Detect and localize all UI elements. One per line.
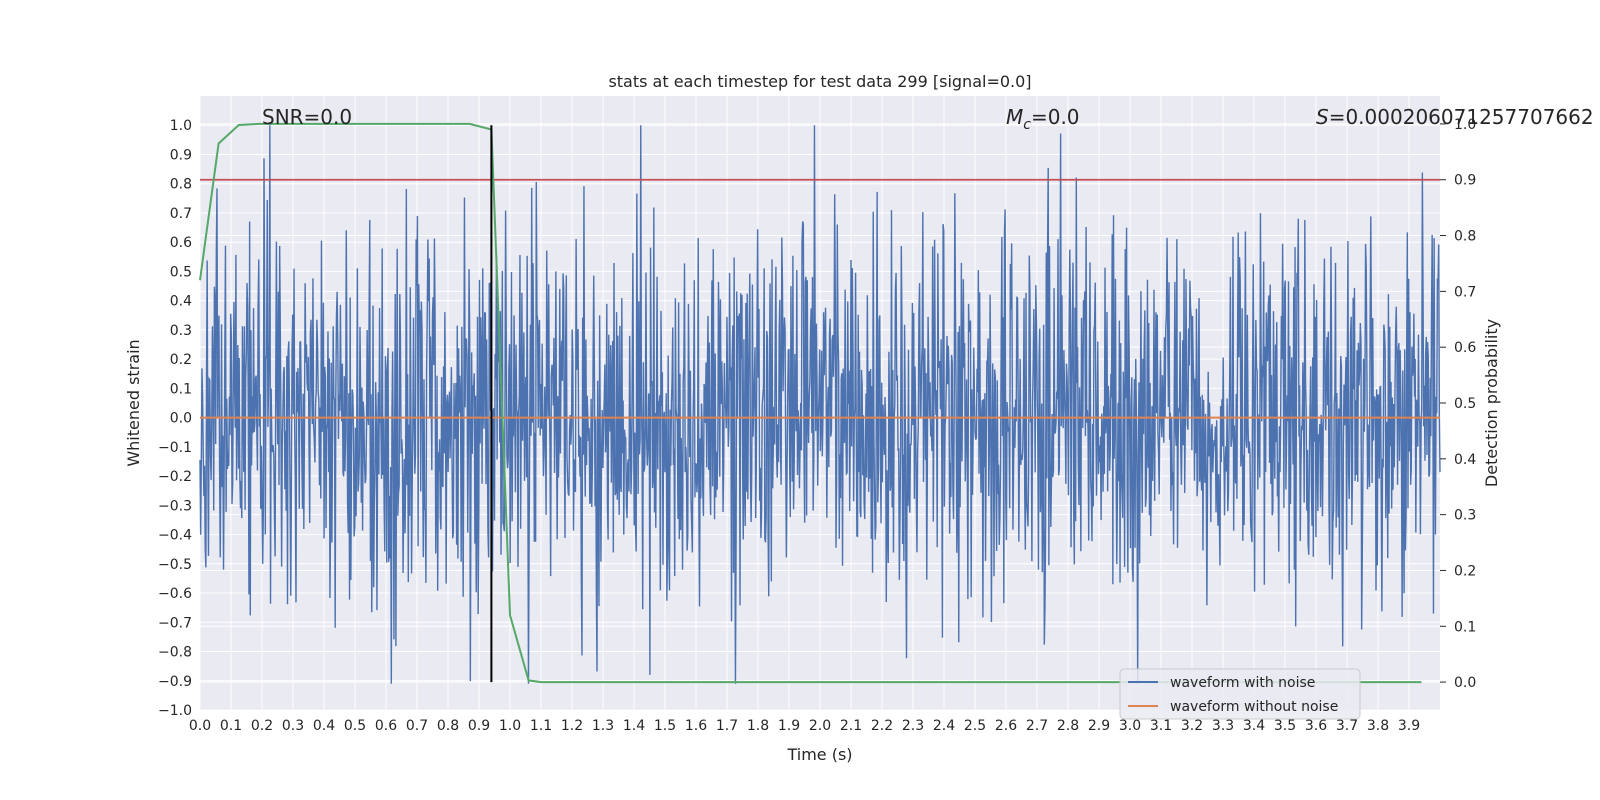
legend-label-noise: waveform with noise — [1170, 675, 1315, 691]
x-tick-label: 2.1 — [840, 718, 862, 734]
y-tick-label: 0.8 — [170, 177, 192, 193]
y2-tick-label: 0.2 — [1454, 563, 1476, 579]
x-tick-label: 0.7 — [406, 718, 428, 734]
mc-value: =0.0 — [1031, 105, 1080, 129]
x-tick-label: 0.3 — [282, 718, 304, 734]
legend-box — [1119, 668, 1361, 720]
y-tick-label: −0.7 — [158, 615, 192, 631]
y-tick-label: 0.5 — [170, 264, 192, 280]
x-axis-label: Time (s) — [786, 745, 852, 764]
x-tick-label: 0.8 — [437, 718, 459, 734]
y2-tick-label: 0.3 — [1454, 508, 1476, 524]
y2-axis-ticks: 0.0 0.1 0.2 0.3 0.4 0.5 0.6 0.7 0.8 0.9 1.0 — [1440, 117, 1476, 691]
x-tick-label: 1.5 — [654, 718, 676, 734]
mc-symbol: M — [1006, 105, 1023, 129]
x-tick-label: 1.3 — [592, 718, 614, 734]
x-tick-label: 2.6 — [995, 718, 1017, 734]
mc-annotation: Mc=0.0 — [1006, 105, 1080, 133]
x-tick-label: 0.2 — [251, 718, 273, 734]
x-tick-label: 0.1 — [220, 718, 242, 734]
y-tick-label: −0.6 — [158, 586, 192, 602]
x-tick-label: 2.0 — [809, 718, 831, 734]
y-tick-label: −0.5 — [158, 557, 192, 573]
s-value: =0.00020607125770766​2 — [1329, 105, 1594, 129]
legend: waveform with noise waveform without noi… — [1119, 668, 1361, 720]
x-tick-label: 2.7 — [1026, 718, 1048, 734]
x-tick-label: 1.7 — [716, 718, 738, 734]
noise-waveform-line — [199, 125, 1441, 684]
y2-tick-label: 0.5 — [1454, 396, 1476, 412]
y-tick-label: 0.6 — [170, 235, 192, 251]
x-tick-label: 1.9 — [778, 718, 800, 734]
y2-tick-label: 0.0 — [1454, 675, 1476, 691]
mc-subscript: c — [1023, 117, 1031, 133]
snr-annotation: SNR=0.0 — [262, 105, 352, 129]
y-axis-label: Whitened strain — [124, 339, 143, 466]
x-axis-ticks: 0.0 0.1 0.2 0.3 0.4 0.5 0.6 0.7 0.8 0.9 1.0 1.1 1.2 1… — [189, 718, 1420, 734]
x-tick-label: 3.9 — [1398, 718, 1420, 734]
y-tick-label: −0.9 — [158, 674, 192, 690]
x-tick-label: 3.2 — [1181, 718, 1203, 734]
y2-axis-label: Detection probability — [1482, 319, 1501, 487]
y-tick-label: −0.1 — [158, 440, 192, 456]
y-tick-label: −0.8 — [158, 645, 192, 661]
x-tick-label: 3.3 — [1212, 718, 1234, 734]
x-tick-label: 0.0 — [189, 718, 211, 734]
s-symbol: S — [1316, 105, 1329, 129]
detection-probability-line — [199, 122, 1422, 684]
y-tick-label: −0.3 — [158, 498, 192, 514]
x-tick-label: 3.1 — [1150, 718, 1172, 734]
x-tick-label: 0.5 — [344, 718, 366, 734]
x-tick-label: 2.2 — [871, 718, 893, 734]
y-tick-label: 0.9 — [170, 147, 192, 163]
y-tick-label: 0.3 — [170, 323, 192, 339]
x-tick-label: 2.4 — [933, 718, 955, 734]
y-tick-label: 0.7 — [170, 206, 192, 222]
x-tick-label: 1.8 — [747, 718, 769, 734]
y-tick-label: 0.1 — [170, 381, 192, 397]
x-tick-label: 3.5 — [1274, 718, 1296, 734]
y-tick-label: −1.0 — [158, 703, 192, 719]
y2-tick-label: 0.1 — [1454, 619, 1476, 635]
x-tick-label: 3.0 — [1119, 718, 1141, 734]
y2-tick-label: 0.6 — [1454, 340, 1476, 356]
x-tick-label: 2.5 — [964, 718, 986, 734]
y-tick-label: 0.2 — [170, 352, 192, 368]
series-lines — [199, 122, 1440, 684]
legend-label-clean: waveform without noise — [1170, 699, 1338, 715]
y2-tick-label: 0.7 — [1454, 284, 1476, 300]
x-tick-label: 2.9 — [1088, 718, 1110, 734]
x-tick-label: 3.8 — [1367, 718, 1389, 734]
x-tick-label: 3.4 — [1243, 718, 1265, 734]
y2-tick-label: 0.4 — [1454, 452, 1476, 468]
y2-tick-label: 1.0 — [1454, 117, 1476, 133]
chart-title: stats at each timestep for test data 299… — [608, 72, 1031, 91]
x-tick-label: 1.0 — [499, 718, 521, 734]
y-tick-label: −0.2 — [158, 469, 192, 485]
y2-tick-label: 0.9 — [1454, 173, 1476, 189]
x-tick-label: 0.4 — [313, 718, 335, 734]
x-tick-label: 3.7 — [1336, 718, 1358, 734]
y-tick-label: 1.0 — [170, 118, 192, 134]
x-tick-label: 1.6 — [685, 718, 707, 734]
y-tick-label: −0.4 — [158, 528, 192, 544]
y-tick-label: 0.4 — [170, 294, 192, 310]
x-tick-label: 1.1 — [530, 718, 552, 734]
x-tick-label: 2.3 — [902, 718, 924, 734]
y-axis-ticks: −1.0 −0.9 −0.8 −0.7 −0.6 −0.5 −0.4 −0.3 −0.2 −0.1… — [158, 118, 192, 719]
x-tick-label: 2.8 — [1057, 718, 1079, 734]
y2-tick-label: 0.8 — [1454, 229, 1476, 245]
y-tick-label: 0.0 — [170, 411, 192, 427]
x-tick-label: 0.9 — [468, 718, 490, 734]
x-tick-label: 1.4 — [623, 718, 645, 734]
x-tick-label: 3.6 — [1305, 718, 1327, 734]
s-annotation: S=0.00020607125770766​2 — [1316, 105, 1594, 129]
x-tick-label: 1.2 — [561, 718, 583, 734]
noise-series — [199, 125, 1441, 684]
x-tick-label: 0.6 — [375, 718, 397, 734]
